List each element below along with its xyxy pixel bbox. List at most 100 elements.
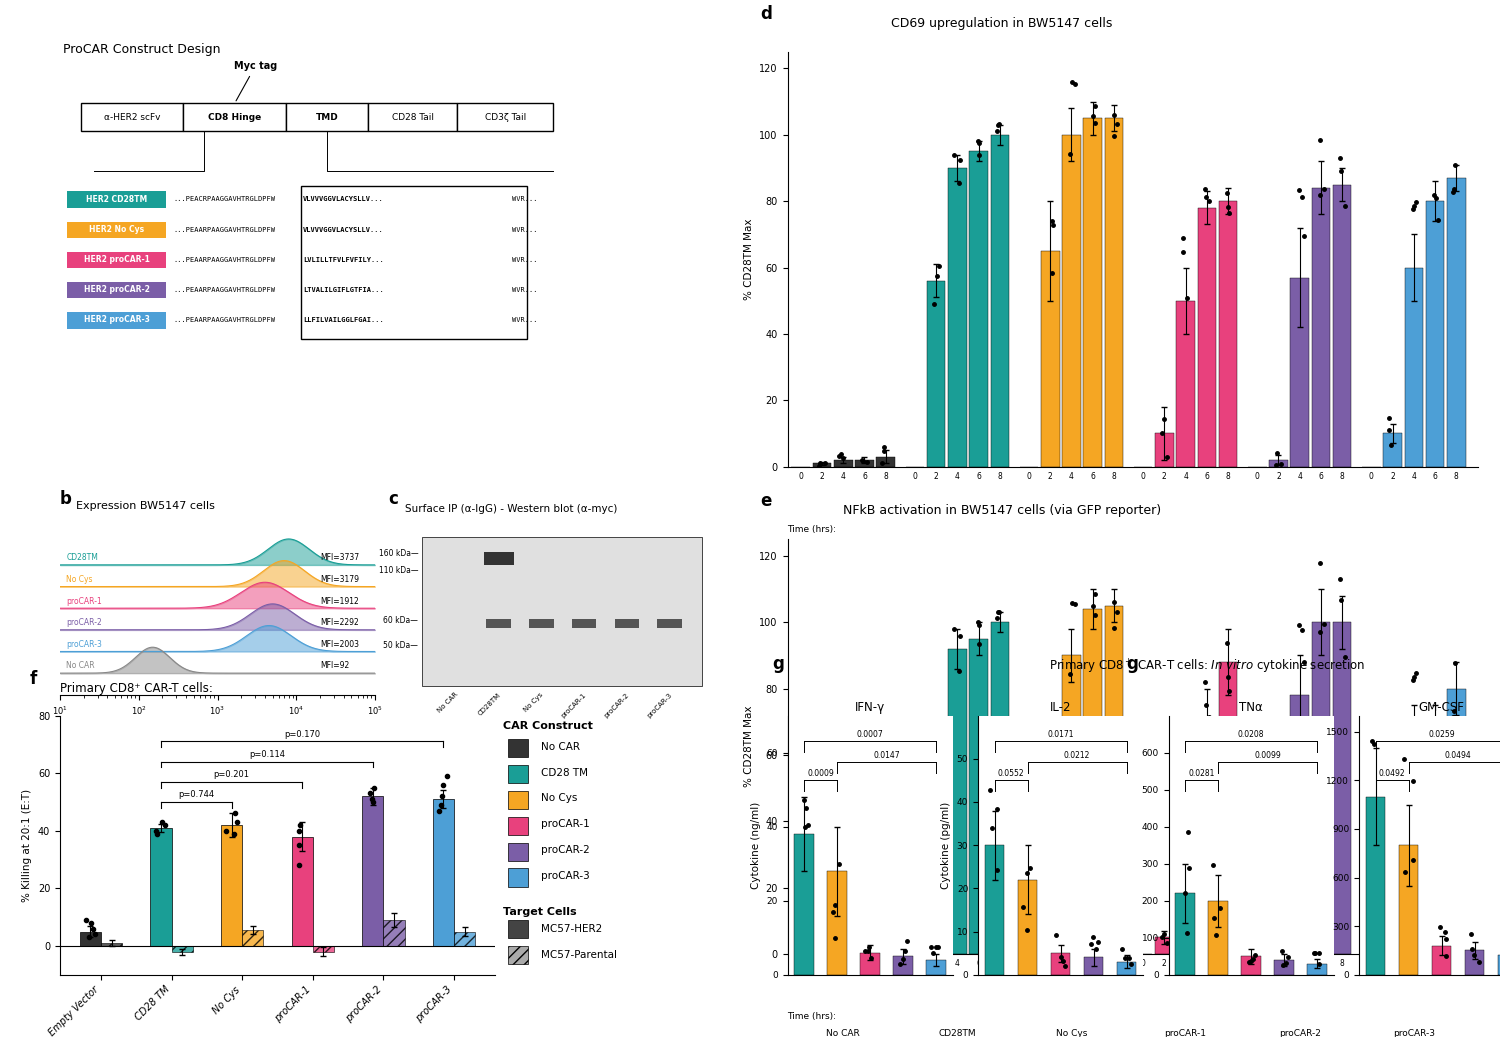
Text: HER2 proCAR-2: HER2 proCAR-2 xyxy=(84,285,150,295)
Text: p=0.114: p=0.114 xyxy=(249,750,285,759)
Bar xyxy=(507,921,528,938)
Text: Expression BW5147 cells: Expression BW5147 cells xyxy=(76,501,216,511)
Text: CD28TM: CD28TM xyxy=(939,1029,976,1037)
Bar xyxy=(507,790,528,809)
Bar xyxy=(1290,695,1310,954)
Text: MC57-Parental: MC57-Parental xyxy=(540,950,616,960)
Text: No CAR: No CAR xyxy=(827,541,860,551)
Bar xyxy=(1497,955,1500,975)
Text: HER2 proCAR-3: HER2 proCAR-3 xyxy=(84,315,150,325)
Bar xyxy=(1104,606,1124,954)
Text: 50 kDa—: 50 kDa— xyxy=(384,641,418,649)
Text: 0.0147: 0.0147 xyxy=(873,751,900,759)
Title: IFN-γ: IFN-γ xyxy=(855,701,885,714)
Bar xyxy=(1062,655,1080,954)
Text: 0.0208: 0.0208 xyxy=(1238,730,1264,738)
Text: p=0.170: p=0.170 xyxy=(284,730,321,738)
Bar xyxy=(1155,937,1173,954)
Text: CD28TM: CD28TM xyxy=(66,553,98,562)
Text: No CAR: No CAR xyxy=(436,692,459,714)
Text: proCAR-2: proCAR-2 xyxy=(1280,1029,1320,1037)
Text: Target Cells: Target Cells xyxy=(503,907,576,918)
FancyBboxPatch shape xyxy=(458,104,554,132)
Text: LLFILVAILGGLFGAI...: LLFILVAILGGLFGAI... xyxy=(303,316,384,323)
Text: MFI=2003: MFI=2003 xyxy=(320,640,358,649)
Bar xyxy=(507,817,528,835)
Text: proCAR-3: proCAR-3 xyxy=(66,640,102,649)
Bar xyxy=(1404,268,1423,467)
Text: VLVVVGGVLACYSLLV...: VLVVVGGVLACYSLLV... xyxy=(303,196,384,202)
Bar xyxy=(1269,460,1287,467)
Bar xyxy=(1062,135,1080,467)
Text: HER2 CD28TM: HER2 CD28TM xyxy=(86,195,147,204)
Bar xyxy=(876,921,896,954)
Bar xyxy=(507,868,528,887)
Y-axis label: % Killing at 20:1 (E:T): % Killing at 20:1 (E:T) xyxy=(22,788,33,902)
Text: p=0.744: p=0.744 xyxy=(178,790,214,800)
Bar xyxy=(813,937,831,954)
Text: 160 kDa—: 160 kDa— xyxy=(378,550,419,558)
Bar xyxy=(1269,854,1287,954)
Bar xyxy=(990,135,1010,467)
Bar xyxy=(1448,178,1466,467)
FancyBboxPatch shape xyxy=(183,104,286,132)
Bar xyxy=(615,619,639,628)
Bar xyxy=(1208,901,1228,975)
Text: TMD: TMD xyxy=(316,113,339,121)
Bar xyxy=(1398,845,1419,975)
Y-axis label: Cytokine (ng/ml): Cytokine (ng/ml) xyxy=(750,802,760,889)
Bar xyxy=(948,649,966,954)
Bar xyxy=(1431,946,1452,975)
Text: d: d xyxy=(760,4,772,23)
Bar xyxy=(1311,622,1330,954)
Text: 0.0494: 0.0494 xyxy=(1444,751,1472,759)
Bar xyxy=(834,927,852,954)
Text: proCAR-3: proCAR-3 xyxy=(646,692,674,719)
Text: proCAR-1: proCAR-1 xyxy=(66,596,102,606)
Text: No Cys: No Cys xyxy=(1056,1029,1088,1037)
Text: WVR...: WVR... xyxy=(512,316,537,323)
Bar xyxy=(150,828,171,946)
Text: CD69 upregulation in BW5147 cells: CD69 upregulation in BW5147 cells xyxy=(891,17,1113,30)
Bar xyxy=(1383,821,1402,954)
Bar xyxy=(1050,953,1071,975)
Bar xyxy=(1365,796,1386,975)
FancyBboxPatch shape xyxy=(286,104,369,132)
Bar xyxy=(454,931,476,946)
Text: ...PEAARPAAGGAVHTRGLDPFW: ...PEAARPAAGGAVHTRGLDPFW xyxy=(172,316,274,323)
Bar xyxy=(1290,278,1310,467)
Bar xyxy=(100,943,122,946)
Bar xyxy=(927,755,945,954)
Bar xyxy=(1041,251,1059,467)
Text: proCAR-1: proCAR-1 xyxy=(1164,1029,1206,1037)
Bar xyxy=(486,619,510,628)
Bar xyxy=(794,834,814,975)
Bar xyxy=(859,953,880,975)
Bar xyxy=(242,930,264,946)
Text: 0.0492: 0.0492 xyxy=(1378,768,1406,778)
Bar xyxy=(362,796,384,946)
Bar xyxy=(291,837,314,946)
Bar xyxy=(990,622,1010,954)
Bar xyxy=(984,845,1005,975)
Text: Primary CD8$^+$ CAR-T cells: $\it{In\ vitro}$ cytokine secretion: Primary CD8$^+$ CAR-T cells: $\it{In\ vi… xyxy=(1050,657,1365,676)
Title: GM-CSF: GM-CSF xyxy=(1419,701,1464,714)
Title: TNα: TNα xyxy=(1239,701,1263,714)
Text: No Cys: No Cys xyxy=(66,574,93,584)
Bar xyxy=(314,946,334,952)
Bar xyxy=(507,946,528,964)
Text: ...PEAARPAAGGAVHTRGLDPFW: ...PEAARPAAGGAVHTRGLDPFW xyxy=(172,286,274,292)
Text: Time (hrs):: Time (hrs): xyxy=(788,525,837,534)
Text: HER2 No Cys: HER2 No Cys xyxy=(90,225,144,234)
Text: b: b xyxy=(60,489,72,507)
Bar xyxy=(892,956,914,975)
Text: proCAR-3: proCAR-3 xyxy=(540,871,590,881)
Text: No Cys: No Cys xyxy=(524,692,544,712)
Text: Myc tag: Myc tag xyxy=(234,61,278,101)
Text: 0.0552: 0.0552 xyxy=(998,768,1024,778)
Text: proCAR-1: proCAR-1 xyxy=(1164,541,1206,551)
Text: CD28TM: CD28TM xyxy=(477,692,501,717)
Text: ProCAR Construct Design: ProCAR Construct Design xyxy=(63,44,220,56)
Text: MFI=3179: MFI=3179 xyxy=(320,574,358,584)
Text: g: g xyxy=(772,654,784,673)
